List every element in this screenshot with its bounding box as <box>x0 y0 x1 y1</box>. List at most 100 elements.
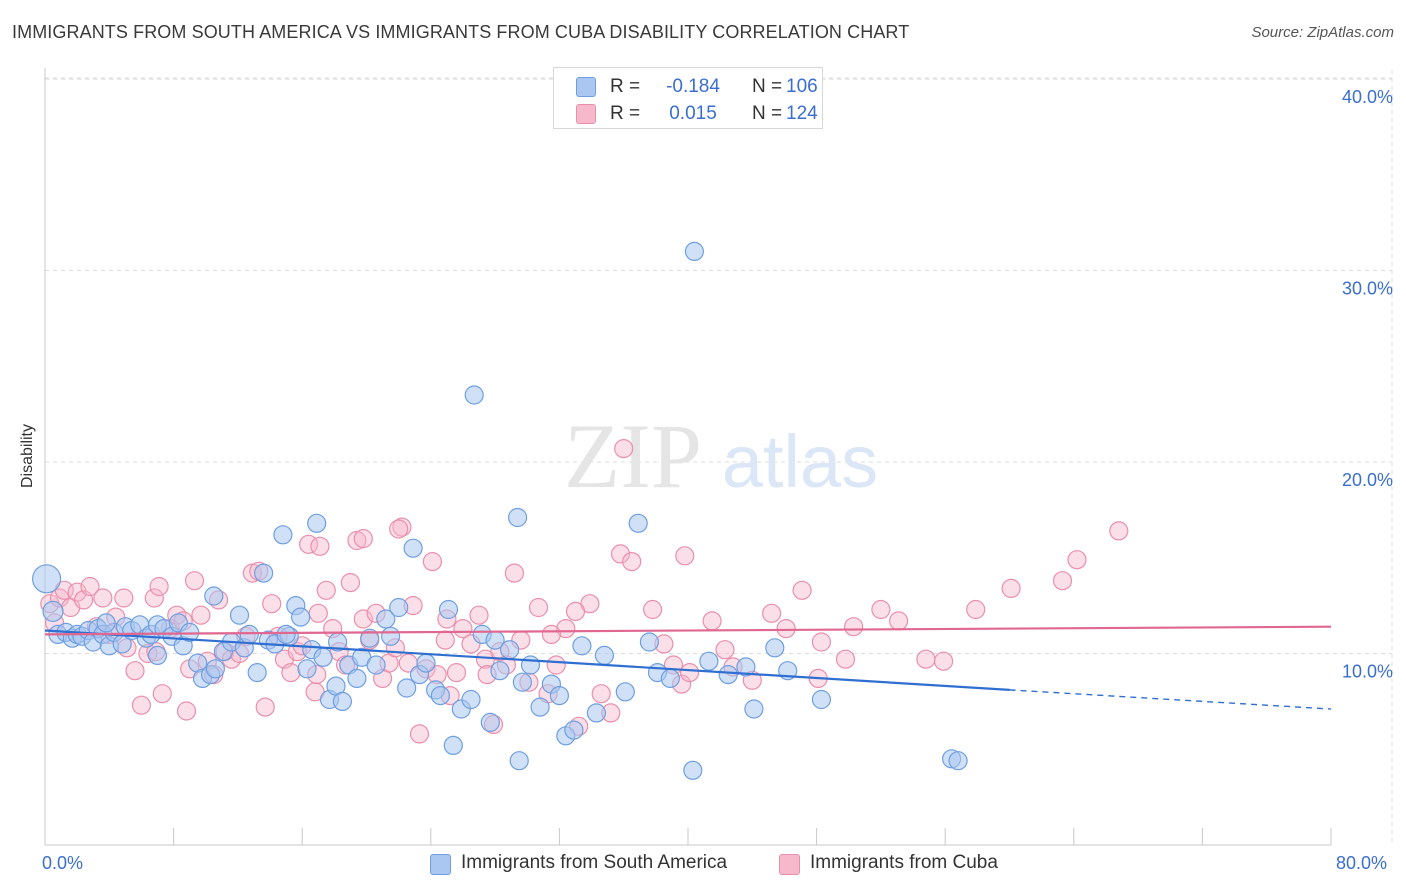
axes <box>44 68 1332 846</box>
series-south-america-points <box>31 241 968 780</box>
point-cuba <box>835 649 856 669</box>
point-cuba <box>642 599 663 620</box>
point-south-america <box>147 645 168 666</box>
point-cuba <box>422 551 442 572</box>
watermark: ZIP atlas <box>564 405 878 507</box>
point-cuba <box>888 611 909 631</box>
point-cuba <box>966 599 986 620</box>
point-south-america <box>229 605 250 625</box>
point-cuba <box>144 588 164 608</box>
legend-label: Immigrants from South America <box>461 852 728 873</box>
y-tick-label: 20.0% <box>1342 470 1393 490</box>
point-cuba <box>310 536 330 556</box>
point-south-america <box>247 662 267 683</box>
point-cuba <box>446 662 467 683</box>
point-south-america <box>765 638 785 658</box>
point-south-america <box>520 655 541 675</box>
chart-title: IMMIGRANTS FROM SOUTH AMERICA VS IMMIGRA… <box>12 22 910 42</box>
r-label: R = <box>610 76 641 97</box>
point-south-america <box>239 624 259 645</box>
correlation-legend: R = -0.184 N = 106 R = 0.015 N = 124 <box>553 67 823 129</box>
trend-line-south-america <box>44 629 1010 691</box>
point-south-america <box>397 678 417 698</box>
trend-line-cuba <box>44 625 1332 636</box>
point-south-america <box>438 599 459 620</box>
point-south-america <box>360 628 380 648</box>
n-value: 124 <box>786 103 818 124</box>
point-south-america <box>276 624 296 645</box>
point-cuba <box>715 640 735 660</box>
point-south-america <box>254 563 274 583</box>
point-cuba <box>114 588 134 608</box>
legend-label: Immigrants from Cuba <box>810 852 998 873</box>
point-south-america <box>549 685 570 706</box>
point-cuba <box>792 580 812 600</box>
point-cuba <box>93 588 113 608</box>
x-tick-label-max: 80.0% <box>1336 853 1388 873</box>
point-south-america <box>660 668 680 689</box>
n-label: N = <box>752 76 783 97</box>
point-cuba <box>262 594 282 614</box>
point-cuba <box>152 684 172 704</box>
point-south-america <box>273 525 293 545</box>
trend-line-south-america-extrapolated <box>1009 689 1332 710</box>
point-south-america <box>332 691 352 712</box>
grid-lines <box>45 70 1393 845</box>
point-cuba <box>933 651 954 671</box>
point-cuba <box>131 695 151 715</box>
point-south-america <box>684 241 705 261</box>
point-cuba <box>80 576 100 597</box>
point-south-america <box>205 659 225 679</box>
legend-swatch-pink <box>779 854 800 875</box>
point-cuba <box>176 701 197 721</box>
point-south-america <box>490 661 510 681</box>
legend-swatch-blue <box>576 77 596 97</box>
point-cuba <box>556 618 576 639</box>
point-cuba <box>281 662 301 683</box>
y-tick-label: 40.0% <box>1342 87 1393 107</box>
point-south-america <box>42 600 64 623</box>
point-cuba <box>453 618 473 639</box>
point-south-america <box>480 712 500 733</box>
legend-swatch-blue <box>430 854 451 875</box>
point-south-america <box>615 682 635 702</box>
point-south-america <box>699 651 719 671</box>
n-label: N = <box>752 103 783 124</box>
point-cuba <box>409 724 430 744</box>
point-cuba <box>1067 550 1087 570</box>
point-cuba <box>191 605 211 625</box>
point-cuba <box>435 630 455 650</box>
point-cuba <box>316 580 336 600</box>
point-south-america <box>512 672 533 692</box>
x-tick-label-min: 0.0% <box>42 853 84 873</box>
point-cuba <box>528 597 549 618</box>
point-cuba <box>504 563 525 583</box>
n-value: 106 <box>786 76 818 97</box>
point-south-america <box>811 689 832 710</box>
point-south-america <box>500 640 520 660</box>
series-legend: Immigrants from South America Immigrants… <box>0 850 1406 878</box>
watermark-zip: ZIP <box>564 405 702 507</box>
point-south-america <box>564 720 584 740</box>
trend-lines <box>44 625 1332 710</box>
point-cuba <box>308 603 328 623</box>
point-cuba <box>125 661 145 681</box>
point-cuba <box>776 618 796 639</box>
point-cuba <box>565 601 586 622</box>
point-cuba <box>541 624 562 645</box>
point-cuba <box>546 655 566 675</box>
point-south-america <box>307 513 327 533</box>
point-south-america <box>381 626 401 646</box>
point-cuba <box>622 551 642 572</box>
point-cuba <box>469 605 489 625</box>
point-south-america <box>586 703 607 723</box>
r-value: 0.015 <box>669 103 717 124</box>
point-cuba <box>1001 578 1021 599</box>
point-cuba <box>591 684 611 704</box>
point-cuba <box>675 546 695 566</box>
legend-swatch-pink <box>576 104 596 124</box>
point-south-america <box>507 507 528 528</box>
point-south-america <box>96 613 116 633</box>
point-south-america <box>204 586 224 606</box>
